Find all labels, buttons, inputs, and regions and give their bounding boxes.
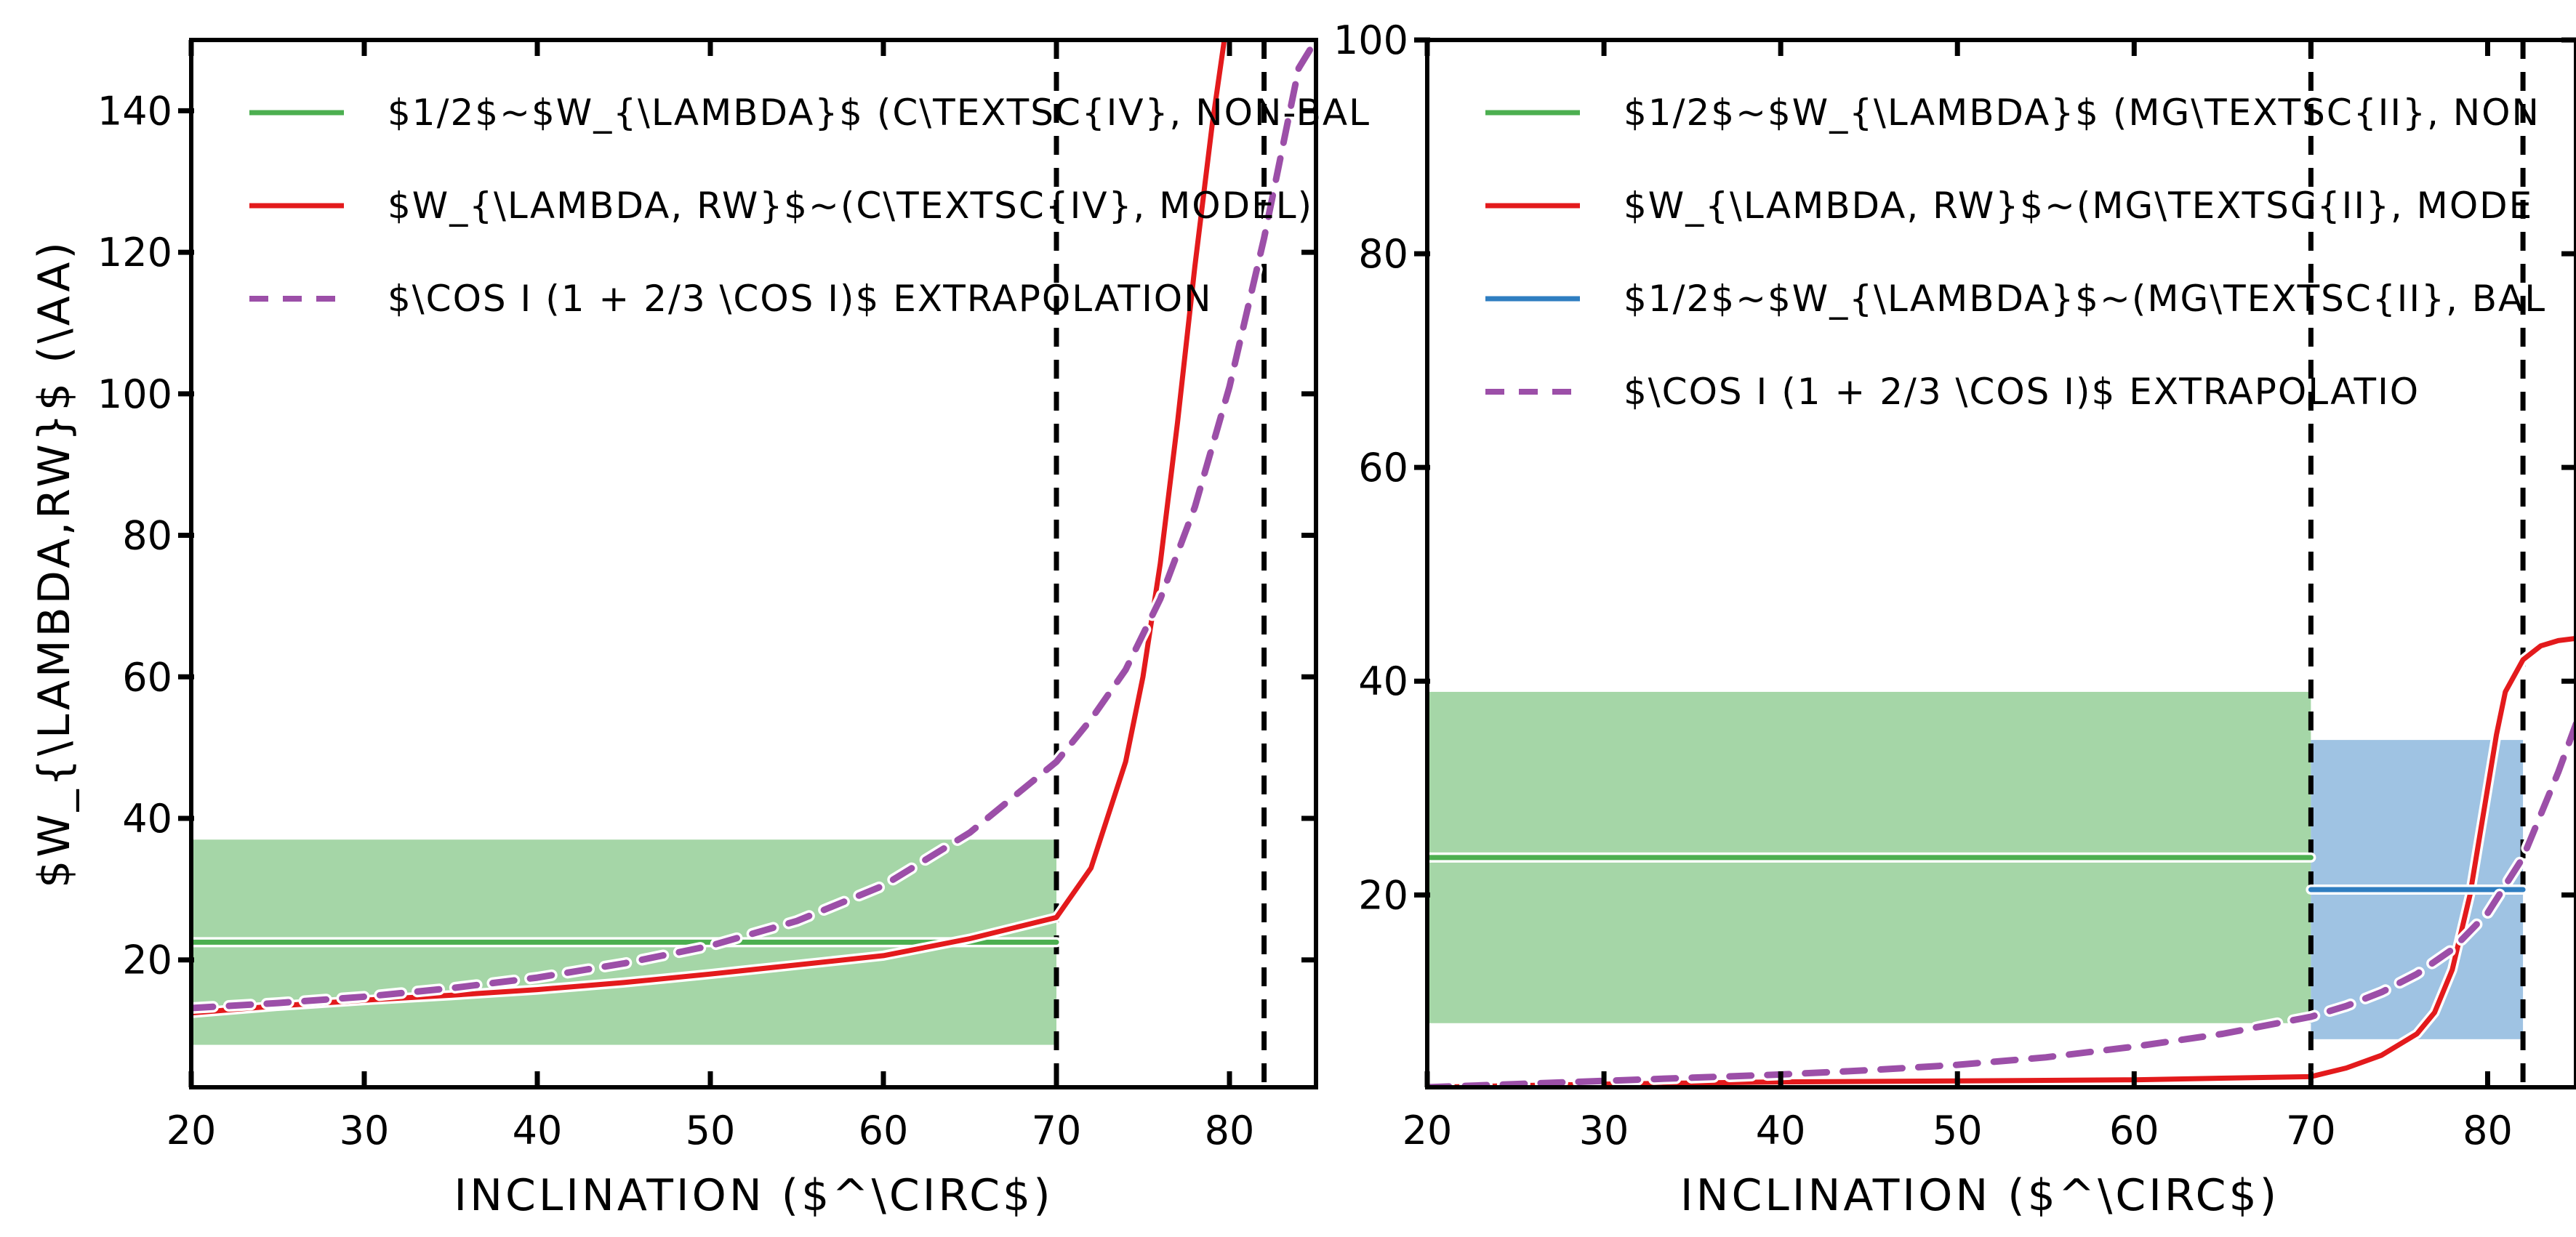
series-line-1 xyxy=(191,40,1227,1016)
x-tick-label: 70 xyxy=(2286,1108,2336,1153)
y-tick-label: 80 xyxy=(122,513,172,559)
x-tick-label: 20 xyxy=(1403,1108,1453,1153)
x-tick-label: 60 xyxy=(859,1108,909,1153)
chart-panel-right: 20 30 40 50 60 70 80 20 40 60 80 100 INCLINATION ($^… xyxy=(1333,17,2576,1221)
legend-entry-1: $W_{\LAMBDA, RW}$~(MG\TEXTSC{II}, MODE xyxy=(1624,185,2533,227)
legend-entry-2: $1/2$~$W_{\LAMBDA}$~(MG\TEXTSC{II}, BAL xyxy=(1624,278,2546,320)
x-tick-label: 30 xyxy=(340,1108,390,1153)
x-tick-label: 30 xyxy=(1579,1108,1629,1153)
y-tick-label: 20 xyxy=(122,938,172,983)
y-tick-label: 140 xyxy=(97,88,172,134)
y-tick-label: 120 xyxy=(97,230,172,275)
x-tick-label: 50 xyxy=(1933,1108,1983,1153)
series-line-3 xyxy=(1427,720,2576,1087)
x-tick-label: 60 xyxy=(2109,1108,2159,1153)
x-tick-label: 20 xyxy=(166,1108,217,1153)
legend-entry-1: $W_{\LAMBDA, RW}$~(C\TEXTSC{IV}, MODEL) xyxy=(388,185,1313,227)
legend-entry-3: $\COS I (1 + 2/3 \COS I)$ EXTRAPOLATIO xyxy=(1624,371,2420,413)
legend: $1/2$~$W_{\LAMBDA}$ (MG\TEXTSC{II}, NON $… xyxy=(1485,92,2546,413)
x-tick-label: 80 xyxy=(1205,1108,1255,1153)
y-tick-label: 100 xyxy=(97,371,172,417)
chart-panel-left: 20 30 40 50 60 70 80 20 40 60 80 100 120 140 INCLINATI… xyxy=(29,38,1371,1221)
y-tick-label: 20 xyxy=(1358,872,1408,918)
x-tick-label: 80 xyxy=(2463,1108,2513,1153)
plot-area xyxy=(191,40,1316,1087)
y-tick-label: 100 xyxy=(1333,17,1408,63)
x-tick-label: 40 xyxy=(1756,1108,1806,1153)
x-axis-label: INCLINATION ($^\CIRC$) xyxy=(1680,1170,2279,1221)
legend-entry-2: $\COS I (1 + 2/3 \COS I)$ EXTRAPOLATION xyxy=(388,278,1213,320)
y-tick-label: 80 xyxy=(1358,231,1408,277)
y-tick-label: 40 xyxy=(122,796,172,842)
y-axis-label: $W_{\LAMBDA,RW}$ (\AA) xyxy=(29,239,80,888)
x-tick-label: 40 xyxy=(513,1108,563,1153)
legend-entry-0: $1/2$~$W_{\LAMBDA}$ (MG\TEXTSC{II}, NON xyxy=(1624,92,2540,134)
legend: $1/2$~$W_{\LAMBDA}$ (C\TEXTSC{IV}, NON-B… xyxy=(249,92,1371,320)
legend-entry-0: $1/2$~$W_{\LAMBDA}$ (C\TEXTSC{IV}, NON-B… xyxy=(388,92,1371,134)
plot-area xyxy=(1427,40,2576,1087)
axes-frame xyxy=(189,38,1318,1089)
x-tick-label: 50 xyxy=(686,1108,736,1153)
y-tick-label: 40 xyxy=(1358,658,1408,704)
axes-frame xyxy=(1425,38,2576,1089)
x-tick-label: 70 xyxy=(1032,1108,1082,1153)
y-tick-label: 60 xyxy=(1358,445,1408,491)
series-line-2 xyxy=(191,40,1316,1012)
x-axis-label: INCLINATION ($^\CIRC$) xyxy=(454,1170,1053,1221)
y-tick-label: 60 xyxy=(122,654,172,700)
